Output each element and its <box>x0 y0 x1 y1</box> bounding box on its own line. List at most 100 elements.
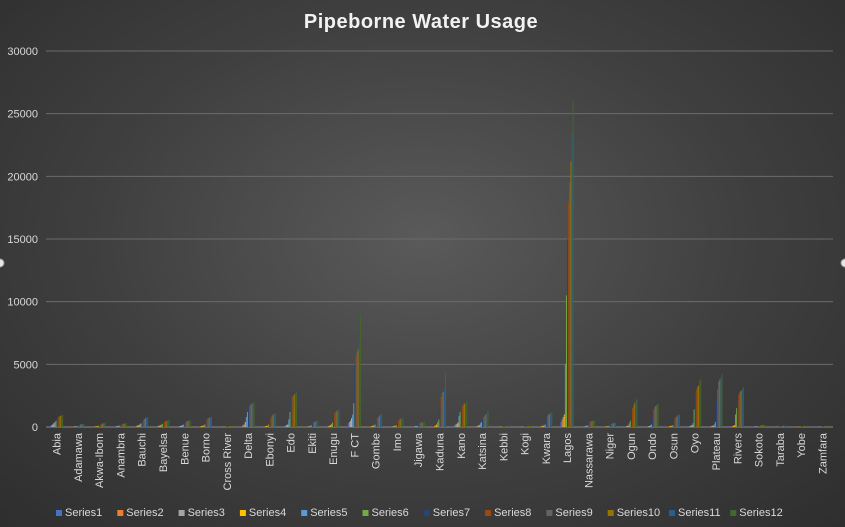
bar <box>205 421 207 427</box>
bar <box>243 424 245 427</box>
bar <box>75 426 77 427</box>
bar <box>55 420 57 427</box>
x-tick-label: Sokoto <box>754 433 766 467</box>
bar <box>308 426 310 427</box>
bar <box>826 425 828 427</box>
bar <box>226 426 228 427</box>
bar <box>334 413 336 427</box>
bar <box>348 421 350 427</box>
legend-label: Series11 <box>678 507 721 519</box>
bar <box>327 425 329 427</box>
bar <box>337 410 339 427</box>
x-tick-label: Nassarawa <box>583 432 595 488</box>
bar <box>372 425 374 427</box>
bar <box>689 425 691 427</box>
x-tick-label: Borno <box>201 433 213 462</box>
bar <box>358 341 360 427</box>
bar <box>418 424 420 427</box>
bar <box>508 425 510 427</box>
bar <box>329 425 331 427</box>
bar <box>295 393 296 427</box>
bar <box>188 420 190 427</box>
bar <box>482 419 483 427</box>
bar <box>209 417 211 427</box>
bar <box>731 425 733 427</box>
legend-label: Series3 <box>188 507 225 519</box>
bar <box>544 424 546 427</box>
bar <box>317 420 319 427</box>
bar <box>326 426 328 427</box>
bar <box>568 201 570 427</box>
bar <box>507 425 509 427</box>
legend-label: Series10 <box>617 507 660 519</box>
bar <box>562 416 564 427</box>
bar <box>118 425 120 427</box>
bar <box>137 425 139 427</box>
bar <box>211 416 212 427</box>
bar <box>439 408 441 427</box>
bar <box>823 426 825 427</box>
bar <box>124 423 126 427</box>
resize-handle-right[interactable] <box>840 258 845 268</box>
bar <box>104 422 106 427</box>
bar <box>58 416 60 427</box>
bar <box>569 182 571 427</box>
bar <box>369 426 371 427</box>
bar <box>583 426 585 427</box>
bar <box>315 421 317 427</box>
bar <box>571 132 573 427</box>
bar <box>391 426 393 427</box>
bar <box>166 420 168 427</box>
bar <box>459 411 461 427</box>
bar <box>720 378 722 427</box>
bar <box>79 425 80 427</box>
x-tick-label: Rivers <box>732 433 744 465</box>
bar <box>478 425 480 427</box>
bar <box>393 425 395 427</box>
resize-handle-left[interactable] <box>0 258 5 268</box>
bar <box>730 426 732 427</box>
bar <box>732 425 734 427</box>
bar <box>270 418 272 427</box>
bar <box>432 426 434 427</box>
bar <box>378 415 380 427</box>
bar <box>56 418 58 427</box>
bar <box>312 422 314 427</box>
bar <box>146 417 148 427</box>
bar <box>591 420 593 427</box>
bar <box>200 426 201 427</box>
bar <box>442 391 444 427</box>
bar <box>780 425 782 427</box>
bar <box>201 425 203 427</box>
bar <box>506 425 508 427</box>
legend-swatch <box>485 510 492 516</box>
x-tick-label: Kaduna <box>435 432 447 471</box>
bar <box>355 356 357 427</box>
x-tick-label: Imo <box>392 433 404 451</box>
x-tick-label: Ondo <box>647 433 659 460</box>
bar <box>691 425 693 427</box>
bar <box>561 419 563 427</box>
bar <box>310 425 312 427</box>
x-tick-label: Delta <box>243 432 255 459</box>
bar <box>336 410 338 427</box>
bar <box>251 403 253 427</box>
bar <box>187 420 189 427</box>
x-tick-label: Edo <box>286 433 298 453</box>
bar <box>527 425 529 427</box>
bar <box>650 425 651 427</box>
legend-label: Series2 <box>126 507 163 519</box>
bar <box>757 425 759 427</box>
bar <box>806 425 808 427</box>
bar <box>136 425 138 427</box>
bar <box>184 423 186 427</box>
bar <box>693 409 695 427</box>
bar <box>157 425 159 427</box>
bar <box>827 425 829 427</box>
bar <box>162 422 164 427</box>
bar <box>76 425 78 427</box>
x-tick-label: Akwa-Ibom <box>94 433 106 488</box>
bar <box>422 421 424 427</box>
bar <box>627 425 629 427</box>
